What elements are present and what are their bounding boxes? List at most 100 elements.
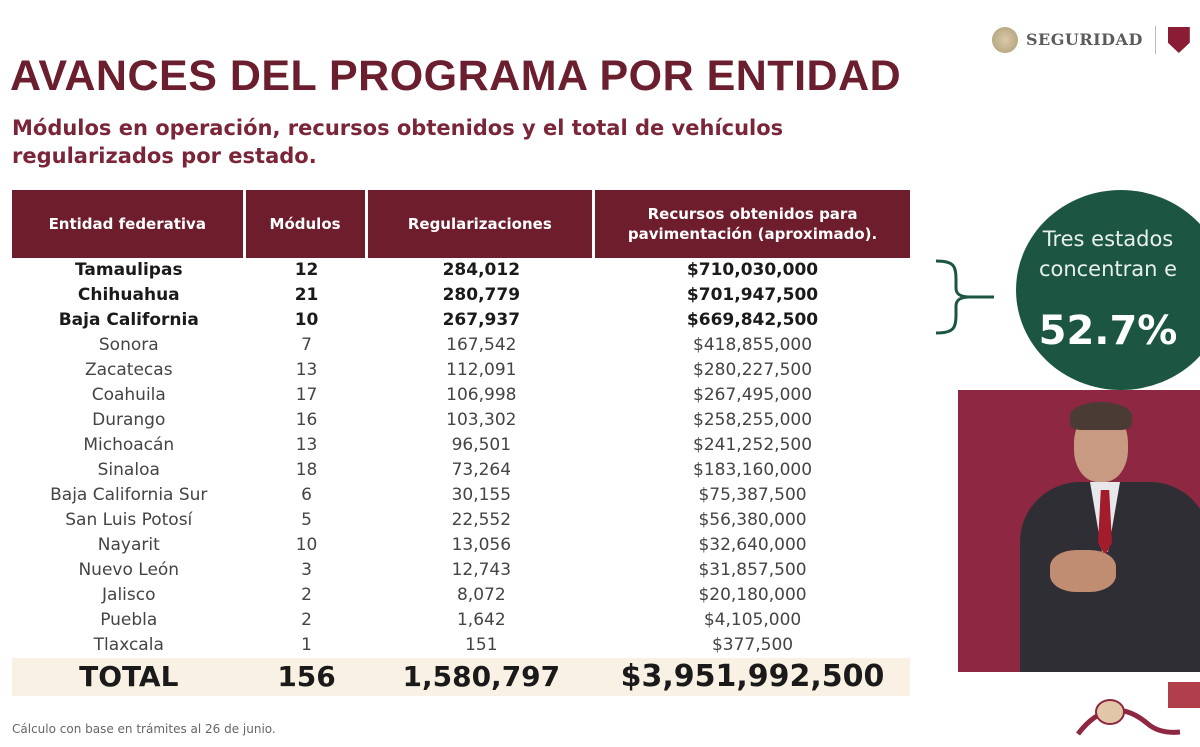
cell-regularizaciones: 73,264: [451, 460, 512, 480]
cell-modulos: 2: [301, 610, 312, 630]
cell-entidad: Sonora: [98, 335, 159, 355]
cell-recursos: $183,160,000: [693, 460, 813, 480]
table-row: Tlaxcala 1 151 $377,500: [12, 633, 910, 658]
entity-table: Entidad federativa Módulos Regularizacio…: [12, 190, 910, 696]
total-label: TOTAL: [12, 658, 246, 696]
brace-icon: [935, 259, 994, 335]
sign-language-interpreter-video: [958, 390, 1200, 672]
shield-icon: [1167, 27, 1190, 53]
interpreter-tie: [1098, 490, 1112, 556]
cell-recursos: $377,500: [711, 635, 794, 655]
cell-regularizaciones: 167,542: [446, 335, 517, 355]
cell-recursos: $20,180,000: [698, 585, 807, 605]
cell-modulos: 13: [295, 360, 318, 380]
cell-regularizaciones: 106,998: [446, 385, 517, 405]
cell-recursos: $418,855,000: [693, 335, 813, 355]
cell-regularizaciones: 1,642: [456, 610, 506, 630]
cell-entidad: Sinaloa: [97, 460, 160, 480]
table-row: Nayarit 10 13,056 $32,640,000: [12, 533, 910, 558]
total-regularizaciones: 1,580,797: [367, 658, 596, 696]
table-row: Coahuila 17 106,998 $267,495,000: [12, 383, 910, 408]
cell-recursos: $669,842,500: [686, 310, 819, 330]
table-row: Sonora 7 167,542 $418,855,000: [12, 333, 910, 358]
cell-recursos: $701,947,500: [686, 285, 819, 305]
column-header-regularizaciones: Regularizaciones: [367, 190, 596, 258]
column-header-recursos: Recursos obtenidos para pavimentación (a…: [595, 190, 910, 258]
cell-entidad: Michoacán: [83, 435, 175, 455]
cell-regularizaciones: 103,302: [446, 410, 517, 430]
interpreter-hands: [1050, 550, 1116, 592]
cell-regularizaciones: 96,501: [451, 435, 512, 455]
cell-recursos: $241,252,500: [693, 435, 813, 455]
cell-recursos: $75,387,500: [698, 485, 807, 505]
cell-modulos: 13: [295, 435, 318, 455]
table-row: Zacatecas 13 112,091 $280,227,500: [12, 358, 910, 383]
cell-modulos: 16: [295, 410, 318, 430]
seguridad-logo: SEGURIDAD: [992, 26, 1190, 54]
total-modulos: 156: [245, 658, 368, 696]
cell-regularizaciones: 30,155: [451, 485, 512, 505]
cell-regularizaciones: 12,743: [451, 560, 512, 580]
cell-regularizaciones: 280,779: [442, 285, 521, 305]
table-total-row: TOTAL 156 1,580,797 $3,951,992,500: [12, 658, 910, 696]
cell-modulos: 6: [301, 485, 312, 505]
cell-entidad: Baja California Sur: [50, 485, 208, 505]
table-row: Baja California 10 267,937 $669,842,500: [12, 308, 910, 333]
cell-recursos: $280,227,500: [693, 360, 813, 380]
cell-regularizaciones: 267,937: [442, 310, 521, 330]
cell-recursos: $4,105,000: [703, 610, 802, 630]
cell-regularizaciones: 22,552: [451, 510, 512, 530]
cell-recursos: $32,640,000: [698, 535, 807, 555]
callout-percent: 52.7%: [1038, 308, 1178, 354]
cell-recursos: $710,030,000: [686, 260, 819, 280]
cell-modulos: 10: [295, 535, 318, 555]
cell-entidad: Coahuila: [91, 385, 166, 405]
table-row: Baja California Sur 6 30,155 $75,387,500: [12, 483, 910, 508]
seal-icon: [992, 27, 1018, 53]
column-header-entidad: Entidad federativa: [12, 190, 246, 258]
table-row: Tamaulipas 12 284,012 $710,030,000: [12, 258, 910, 283]
cell-entidad: Durango: [92, 410, 166, 430]
cell-entidad: Chihuahua: [77, 285, 180, 305]
table-row: Chihuahua 21 280,779 $701,947,500: [12, 283, 910, 308]
cell-entidad: San Luis Potosí: [65, 510, 193, 530]
program-logo-icon: [1076, 682, 1200, 736]
cell-modulos: 12: [294, 260, 319, 280]
cell-recursos: $31,857,500: [698, 560, 807, 580]
cell-entidad: Puebla: [100, 610, 158, 630]
cell-regularizaciones: 151: [465, 635, 498, 655]
concentration-callout: Tres estados concentran e 52.7%: [1016, 190, 1200, 390]
page-title: AVANCES DEL PROGRAMA POR ENTIDAD: [10, 52, 902, 100]
footnote: Cálculo con base en trámites al 26 de ju…: [12, 722, 276, 736]
table-body: Tamaulipas 12 284,012 $710,030,000 Chihuahua…: [12, 258, 910, 696]
cell-entidad: Nayarit: [97, 535, 160, 555]
cell-regularizaciones: 13,056: [451, 535, 512, 555]
cell-regularizaciones: 8,072: [456, 585, 506, 605]
cell-recursos: $258,255,000: [693, 410, 813, 430]
table-row: Durango 16 103,302 $258,255,000: [12, 408, 910, 433]
cell-recursos: $56,380,000: [698, 510, 807, 530]
table-row: Nuevo León 3 12,743 $31,857,500: [12, 558, 910, 583]
cell-entidad: Nuevo León: [78, 560, 180, 580]
logo-text: SEGURIDAD: [1026, 30, 1143, 49]
cell-modulos: 5: [301, 510, 312, 530]
cell-entidad: Tamaulipas: [74, 260, 183, 280]
cell-modulos: 7: [301, 335, 312, 355]
table-row: Michoacán 13 96,501 $241,252,500: [12, 433, 910, 458]
cell-modulos: 10: [294, 310, 319, 330]
table-row: Jalisco 2 8,072 $20,180,000: [12, 583, 910, 608]
cell-modulos: 2: [301, 585, 312, 605]
cell-modulos: 18: [295, 460, 318, 480]
table-header-row: Entidad federativa Módulos Regularizacio…: [12, 190, 910, 258]
cell-regularizaciones: 112,091: [446, 360, 517, 380]
logo-divider: [1154, 26, 1156, 54]
table-row: San Luis Potosí 5 22,552 $56,380,000: [12, 508, 910, 533]
total-recursos: $3,951,992,500: [595, 658, 910, 696]
cell-modulos: 3: [301, 560, 312, 580]
cell-entidad: Baja California: [58, 310, 199, 330]
cell-modulos: 1: [301, 635, 312, 655]
cell-modulos: 21: [294, 285, 319, 305]
cell-recursos: $267,495,000: [693, 385, 813, 405]
table-row: Sinaloa 18 73,264 $183,160,000: [12, 458, 910, 483]
cell-entidad: Tlaxcala: [93, 635, 164, 655]
